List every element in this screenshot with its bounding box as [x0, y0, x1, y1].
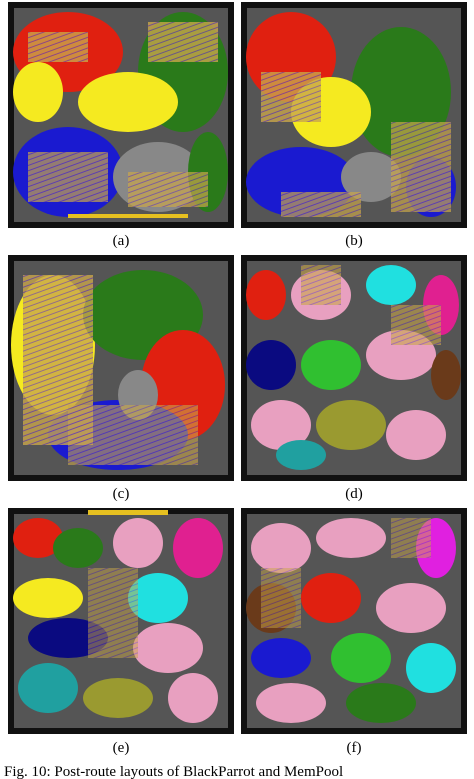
panel-label: (a) [112, 233, 130, 249]
layout-image [241, 508, 467, 734]
layout-image [8, 255, 234, 481]
panel-label: (f) [346, 740, 362, 756]
layout-image [8, 508, 234, 734]
layout-image [241, 255, 467, 481]
panel-label: (e) [112, 740, 130, 756]
layout-image [8, 2, 234, 228]
panel-label: (b) [345, 233, 363, 249]
panel-label: (d) [345, 486, 363, 502]
panel-label: (c) [112, 486, 130, 502]
layout-image [241, 2, 467, 228]
figure-caption: Fig. 10: Post-route layouts of BlackParr… [4, 764, 344, 779]
